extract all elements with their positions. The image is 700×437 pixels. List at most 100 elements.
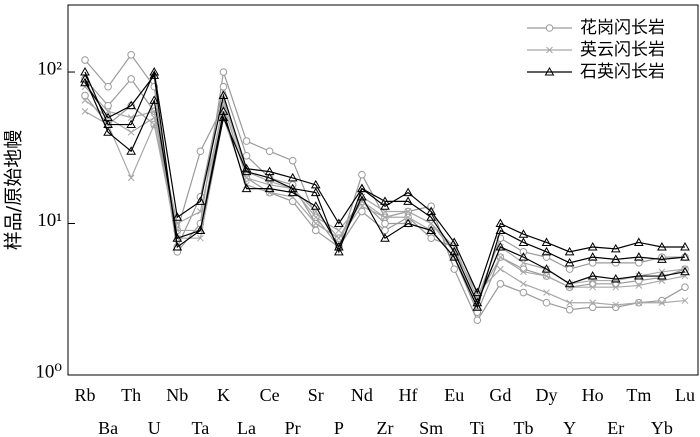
legend-marker [545, 24, 554, 32]
x-tick-label: Ce [260, 385, 280, 405]
marker [681, 272, 689, 280]
marker [219, 68, 228, 76]
marker [104, 82, 112, 91]
marker [518, 252, 529, 261]
y-tick-label: 10⁰ [35, 361, 62, 382]
marker [404, 208, 412, 215]
marker [426, 225, 437, 234]
marker [126, 100, 137, 110]
marker [380, 233, 390, 242]
y-tick-label: 10² [37, 58, 62, 79]
marker [218, 90, 229, 99]
marker [103, 127, 113, 136]
x-tick-label: La [237, 418, 256, 437]
x-tick-label: Eu [444, 385, 464, 405]
marker [495, 241, 506, 251]
marker [541, 264, 552, 273]
marker [357, 183, 367, 193]
marker [564, 257, 575, 267]
x-tick-label: Ti [470, 418, 485, 437]
x-tick-label: Gd [489, 385, 511, 405]
marker [635, 299, 643, 307]
marker [610, 243, 621, 253]
x-tick-label: Y [563, 418, 576, 437]
x-tick-label: Er [607, 418, 624, 437]
x-tick-label: Ho [582, 385, 604, 405]
marker [197, 234, 204, 242]
marker [611, 303, 620, 312]
marker [541, 237, 552, 246]
x-tick-label: Zr [377, 418, 394, 437]
marker [126, 146, 137, 155]
x-tick-label: P [334, 418, 344, 437]
marker [611, 279, 620, 288]
marker [427, 202, 435, 211]
marker [681, 297, 689, 304]
marker [80, 77, 90, 87]
marker [335, 234, 343, 242]
legend-marker [544, 66, 555, 76]
marker [450, 265, 459, 273]
marker [80, 73, 90, 83]
marker [426, 212, 437, 221]
x-tick-label: Ta [192, 418, 210, 437]
marker [587, 252, 598, 261]
marker [218, 112, 229, 122]
marker [311, 226, 320, 235]
y-tick-label: 10¹ [37, 210, 62, 231]
marker [680, 241, 690, 251]
marker [658, 299, 666, 307]
sample-line [84, 78, 686, 309]
marker [241, 183, 252, 193]
marker [541, 246, 552, 256]
marker [681, 283, 689, 291]
marker [333, 218, 344, 228]
marker [427, 220, 435, 227]
marker [472, 297, 483, 307]
marker [357, 191, 367, 201]
marker [587, 271, 598, 280]
legend-marker [546, 46, 553, 54]
marker [449, 237, 460, 246]
marker [657, 271, 667, 280]
legend-label: 花岗闪长岩 [580, 18, 665, 38]
x-tick-label: K [217, 385, 230, 405]
marker [266, 189, 273, 196]
marker [381, 213, 389, 221]
marker [566, 299, 573, 307]
marker [126, 119, 137, 129]
marker [520, 280, 527, 288]
marker [520, 259, 527, 267]
marker [472, 287, 483, 297]
marker [635, 259, 643, 267]
marker [633, 237, 644, 246]
legend-label: 石英闪长岩 [580, 62, 665, 82]
marker [403, 218, 413, 228]
sample-line [84, 110, 686, 305]
marker [518, 237, 529, 246]
marker [403, 196, 413, 205]
marker [358, 170, 366, 179]
x-tick-label: Pr [285, 418, 301, 437]
x-tick-label: Hf [399, 385, 418, 405]
marker [495, 225, 506, 234]
marker [610, 274, 621, 283]
x-tick-label: Nb [166, 385, 188, 405]
x-tick-label: Sm [419, 418, 443, 437]
marker [242, 137, 251, 145]
sample-line [84, 69, 685, 295]
marker [543, 272, 550, 280]
marker [380, 196, 390, 205]
marker [81, 91, 89, 100]
marker [403, 187, 413, 197]
marker [265, 147, 274, 156]
marker [287, 172, 298, 182]
plot-frame [67, 4, 699, 376]
marker [496, 279, 505, 288]
marker [104, 101, 112, 110]
legend-label: 英云闪长岩 [580, 40, 665, 60]
marker [588, 303, 597, 312]
sample-line [84, 77, 686, 314]
marker [172, 233, 183, 242]
